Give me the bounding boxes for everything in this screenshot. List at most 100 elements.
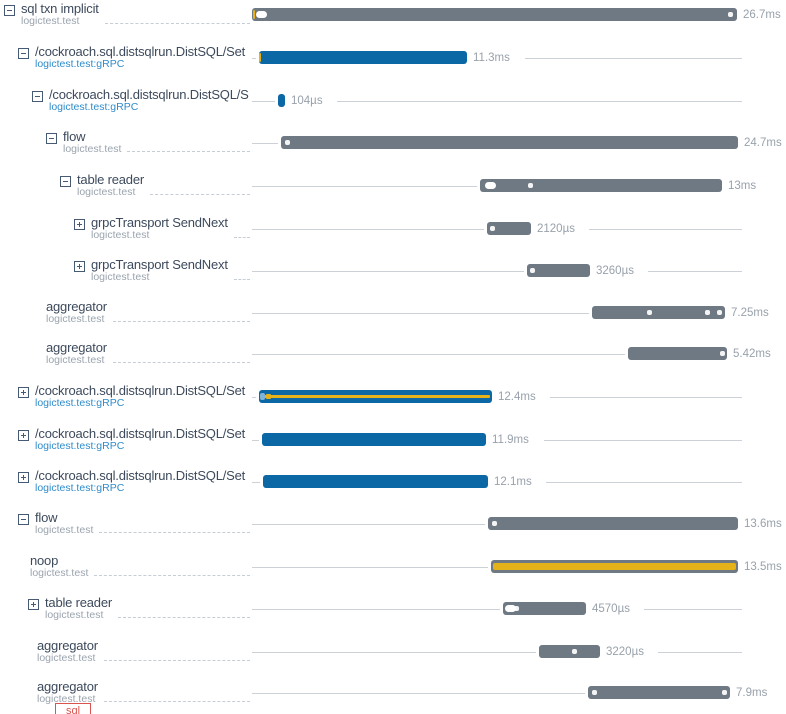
span-label: /cockroach.sql.distsqlrun.DistSQL/Set lo… <box>18 469 245 494</box>
span-timeline: 4570µs <box>252 587 786 630</box>
span-title: aggregator <box>37 638 98 653</box>
span-label-area: aggregator logictest.test <box>0 291 252 334</box>
trace-span-row: table reader logictest.test 4570µs <box>0 587 786 630</box>
span-duration: 12.4ms <box>498 390 536 403</box>
timeline-pre-line <box>252 312 589 314</box>
trace-span-row: /cockroach.sql.distsqlrun.DistSQL/Set lo… <box>0 375 786 418</box>
span-timeline: 13.6ms <box>252 502 786 545</box>
span-title: table reader <box>45 595 112 610</box>
dot-marker <box>492 521 497 526</box>
span-subtitle: logictest.test <box>91 271 150 283</box>
span-filter-badge[interactable]: sql <box>55 703 92 714</box>
span-texts: /cockroach.sql.distsqlrun.DistSQL/S logi… <box>49 88 249 113</box>
span-bar[interactable] <box>539 645 600 658</box>
span-bar[interactable] <box>588 686 730 699</box>
timeline-post-line <box>543 439 742 441</box>
span-subtitle: logictest.test <box>37 693 96 705</box>
timeline-pre-line <box>252 185 477 187</box>
timeline-pre-line <box>252 57 256 59</box>
span-texts: grpcTransport SendNext logictest.test <box>91 258 228 283</box>
tick-yellow-marker <box>259 53 261 62</box>
span-label: flow logictest.test <box>18 511 93 536</box>
span-timeline: 24.7ms <box>252 121 786 164</box>
collapse-icon[interactable] <box>60 176 71 187</box>
trace-span-row: flow logictest.test 13.6ms <box>0 502 786 545</box>
span-bar[interactable] <box>259 390 492 403</box>
trace-span-row: /cockroach.sql.distsqlrun.DistSQL/Set lo… <box>0 36 786 79</box>
expand-icon[interactable] <box>18 430 29 441</box>
span-bar[interactable] <box>480 179 722 192</box>
span-label-area: aggregator logictest.test <box>0 630 252 673</box>
span-label: /cockroach.sql.distsqlrun.DistSQL/Set lo… <box>18 384 245 409</box>
dashed-leader-line <box>233 270 250 280</box>
span-label: /cockroach.sql.distsqlrun.DistSQL/Set lo… <box>18 427 245 452</box>
pill-marker <box>256 11 267 18</box>
span-bar[interactable] <box>488 517 738 530</box>
span-title: /cockroach.sql.distsqlrun.DistSQL/Set <box>35 426 246 441</box>
span-duration: 4570µs <box>592 602 630 615</box>
span-bar[interactable] <box>252 8 737 21</box>
pill-marker <box>505 605 516 612</box>
timeline-post-line <box>336 100 742 102</box>
expand-icon[interactable] <box>18 472 29 483</box>
span-subtitle: logictest.test:gRPC <box>49 101 139 113</box>
dot-marker <box>722 690 727 695</box>
span-label: grpcTransport SendNext logictest.test <box>74 216 228 241</box>
dot-marker <box>647 310 652 315</box>
span-timeline: 26.7ms <box>252 0 786 36</box>
span-texts: aggregator logictest.test <box>37 680 98 705</box>
span-bar[interactable] <box>491 560 738 573</box>
collapse-icon[interactable] <box>18 514 29 525</box>
span-timeline: 12.1ms <box>252 460 786 503</box>
span-label-area: flow logictest.test <box>0 502 252 545</box>
span-texts: flow logictest.test <box>63 130 121 155</box>
collapse-icon[interactable] <box>46 133 57 144</box>
collapse-icon[interactable] <box>18 48 29 59</box>
span-subtitle: logictest.test <box>35 524 94 536</box>
span-label-area: table reader logictest.test <box>0 587 252 630</box>
trace-span-row: /cockroach.sql.distsqlrun.DistSQL/S logi… <box>0 79 786 122</box>
span-bar[interactable] <box>259 51 467 64</box>
dashed-leader-line <box>149 185 250 195</box>
span-bar[interactable] <box>263 475 488 488</box>
span-label-area: grpcTransport SendNext logictest.test <box>0 207 252 250</box>
span-label: aggregator logictest.test <box>46 341 107 366</box>
timeline-pre-line <box>252 692 585 694</box>
dashed-leader-line <box>112 312 250 322</box>
expand-icon[interactable] <box>74 219 85 230</box>
collapse-icon[interactable] <box>32 91 43 102</box>
span-subtitle: logictest.test <box>30 567 89 579</box>
span-title: /cockroach.sql.distsqlrun.DistSQL/S <box>49 87 249 102</box>
span-bar[interactable] <box>628 347 727 360</box>
expand-icon[interactable] <box>18 387 29 398</box>
expand-icon[interactable] <box>74 261 85 272</box>
trace-span-row: /cockroach.sql.distsqlrun.DistSQL/Set lo… <box>0 418 786 461</box>
span-label-area: flow logictest.test <box>0 121 252 164</box>
span-label: aggregator logictest.test <box>37 639 98 664</box>
span-label-area: /cockroach.sql.distsqlrun.DistSQL/S logi… <box>0 79 252 122</box>
span-subtitle: logictest.test <box>46 354 105 366</box>
span-texts: table reader logictest.test <box>77 173 144 198</box>
span-bar[interactable] <box>527 264 590 277</box>
expand-icon[interactable] <box>28 599 39 610</box>
span-texts: /cockroach.sql.distsqlrun.DistSQL/Set lo… <box>35 469 245 494</box>
span-subtitle: logictest.test:gRPC <box>35 397 125 409</box>
span-bar[interactable] <box>262 433 486 446</box>
span-bar[interactable] <box>592 306 725 319</box>
span-label-area: table reader logictest.test <box>0 164 252 207</box>
timeline-post-line <box>524 57 742 59</box>
dashed-leader-line <box>99 523 250 533</box>
timeline-pre-line <box>252 353 625 355</box>
dot-marker <box>705 310 710 315</box>
span-bar[interactable] <box>487 222 531 235</box>
trace-span-row: table reader logictest.test 13ms <box>0 164 786 207</box>
span-bar[interactable] <box>503 602 586 615</box>
span-texts: /cockroach.sql.distsqlrun.DistSQL/Set lo… <box>35 45 245 70</box>
span-bar[interactable] <box>281 136 738 149</box>
span-texts: aggregator logictest.test <box>37 639 98 664</box>
span-duration: 3260µs <box>596 264 634 277</box>
span-bar[interactable] <box>278 94 285 107</box>
collapse-icon[interactable] <box>4 5 15 16</box>
pill-lightblue-marker <box>260 393 265 400</box>
timeline-pre-line <box>252 142 278 144</box>
